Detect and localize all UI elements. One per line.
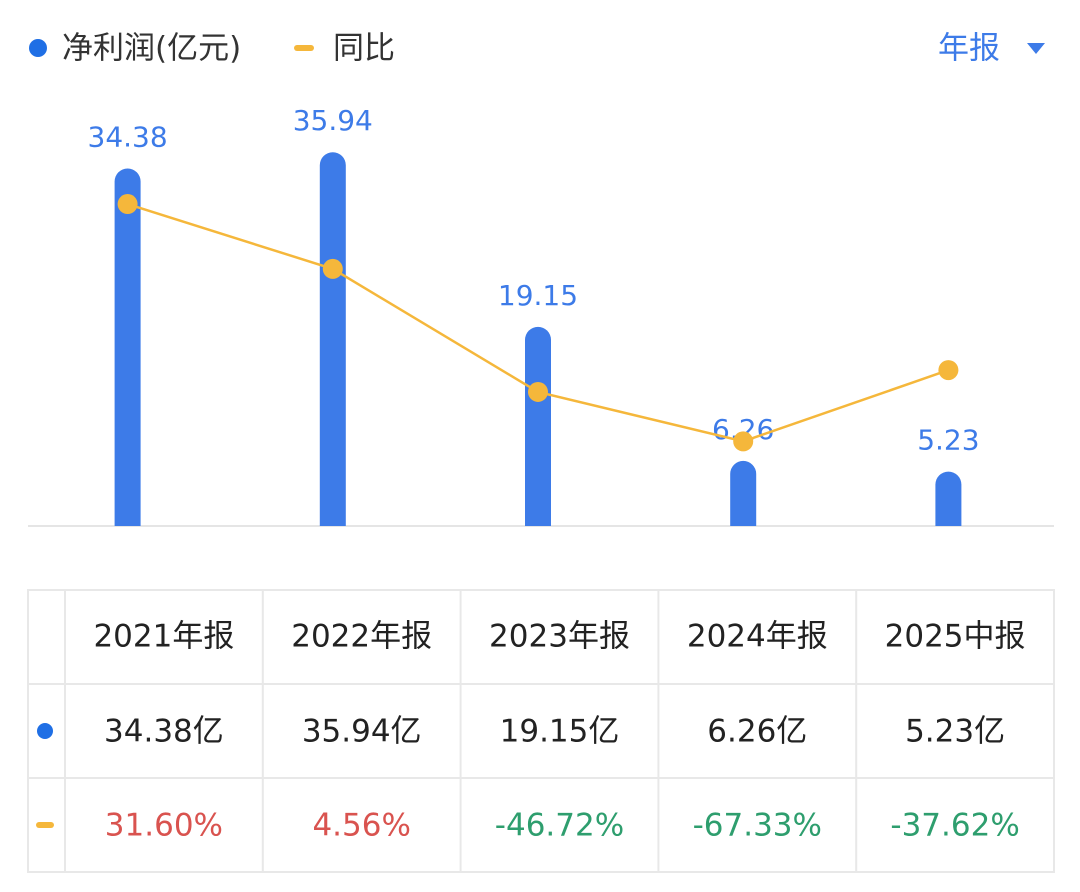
table-border — [27, 589, 1055, 873]
table-cell: 5.23亿 — [905, 714, 1005, 750]
bar — [525, 326, 551, 526]
table-cell: 4.56% — [312, 808, 410, 844]
line-point — [322, 258, 343, 279]
period-selector[interactable]: 年报 — [938, 31, 1000, 67]
bar — [730, 460, 757, 526]
table-cell: 19.15亿 — [500, 714, 620, 750]
table-cell: 31.60% — [105, 808, 223, 844]
table-cell: -67.33% — [693, 808, 822, 844]
table-header: 2024年报 — [687, 619, 828, 655]
table-header: 2025中报 — [885, 619, 1026, 655]
bar-value-label: 5.23 — [917, 424, 979, 457]
line-point — [117, 194, 138, 215]
table-header: 2022年报 — [291, 619, 432, 655]
table-header: 2021年报 — [93, 619, 234, 655]
bar — [935, 471, 962, 526]
table-cell: -37.62% — [890, 808, 1019, 844]
line-point — [528, 381, 548, 402]
table-cell: 6.26亿 — [707, 714, 807, 750]
table-cell: -46.72% — [495, 808, 624, 844]
line-point — [938, 360, 959, 381]
row-dot — [37, 723, 53, 739]
bar — [319, 152, 346, 526]
legend-dot — [29, 39, 47, 57]
bar-value-label: 19.15 — [498, 279, 578, 312]
line-point — [733, 431, 754, 452]
table-cell: 34.38亿 — [104, 714, 224, 750]
table-header: 2023年报 — [489, 619, 630, 655]
table-cell: 35.94亿 — [302, 714, 422, 750]
legend-label: 净利润(亿元) — [62, 31, 241, 67]
dropdown-arrow[interactable] — [1027, 43, 1045, 54]
legend-label: 同比 — [333, 31, 395, 67]
bar-value-label: 35.94 — [293, 104, 373, 137]
bar-value-label: 34.38 — [88, 120, 168, 153]
bar — [114, 168, 141, 526]
row-dash — [36, 822, 54, 828]
legend-dash — [294, 45, 314, 51]
table — [27, 589, 1055, 873]
